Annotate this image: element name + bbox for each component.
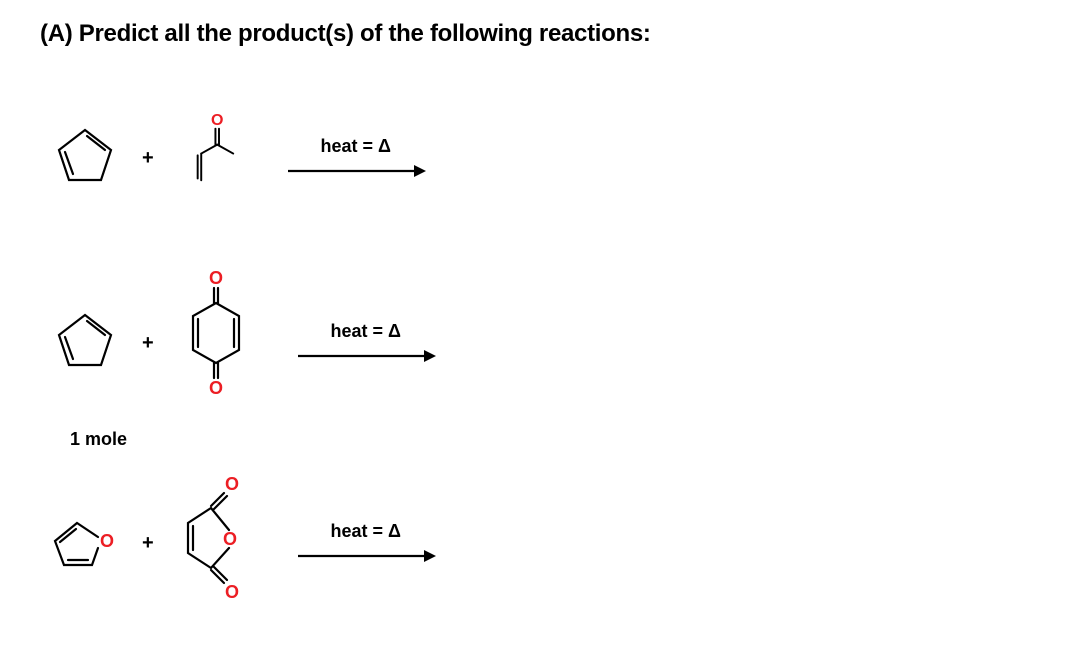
cyclopentadiene-icon [45,303,125,383]
plus-symbol: + [142,332,154,355]
furan-icon: O [40,503,130,583]
oxygen-label: O [100,531,114,551]
conditions-label: heat = Δ [320,136,390,157]
oxygen-label: O [209,378,223,398]
reaction-arrow-icon [296,346,436,366]
reaction-arrow-icon [296,546,436,566]
dienophile-mvk: O [166,108,256,208]
plus-symbol: + [142,532,154,555]
dienophile-maleic-anhydride: O O O [166,468,266,618]
conditions-label: heat = Δ [330,321,400,342]
mvk-icon: O [171,108,251,208]
reaction-row: O + O [40,468,1028,618]
oxygen-label: O [223,529,237,549]
oxygen-label: O [225,474,239,494]
quantity-note: 1 mole [70,429,127,450]
oxygen-label: O [211,112,223,129]
reaction-arrow-icon [286,161,426,181]
conditions-label: heat = Δ [330,521,400,542]
oxygen-label: O [225,582,239,602]
diene-cyclopentadiene [40,118,130,198]
benzoquinone-icon: O O [171,268,261,418]
oxygen-label: O [209,268,223,288]
diene-cyclopentadiene [40,303,130,383]
maleic-anhydride-icon: O O O [166,468,266,618]
reaction-row: + O heat = Δ [40,88,1028,228]
section-title: (A) Predict all the product(s) of the fo… [40,20,1028,48]
plus-symbol: + [142,147,154,170]
dienophile-benzoquinone: O O [166,268,266,418]
diene-furan: O [40,503,130,583]
arrow-block: heat = Δ [296,521,436,566]
cyclopentadiene-icon [45,118,125,198]
reactions-list: + O heat = Δ [40,88,1028,618]
arrow-block: heat = Δ [286,136,426,181]
reaction-row: + O O [40,258,1028,428]
page-root: (A) Predict all the product(s) of the fo… [0,0,1068,668]
arrow-block: heat = Δ [296,321,436,366]
